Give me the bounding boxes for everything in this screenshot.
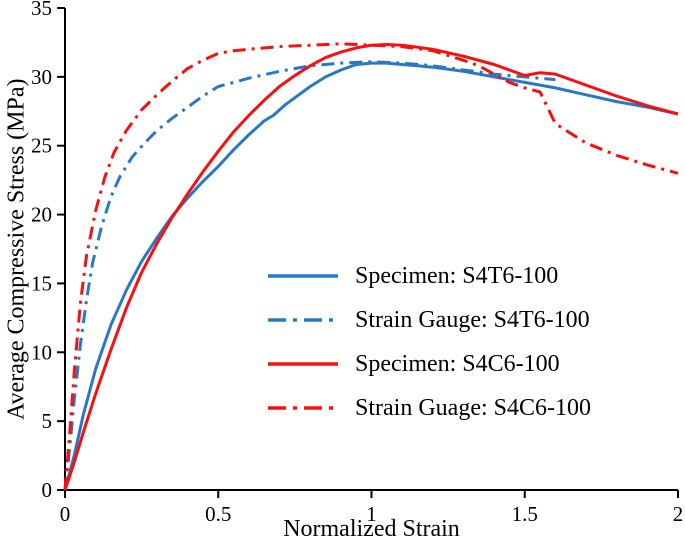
y-tick-label: 10: [31, 340, 52, 364]
legend-line-sample: [268, 274, 338, 278]
legend-item-3: Strain Guage: S4C6-100: [268, 386, 591, 430]
legend-label: Strain Guage: S4C6-100: [355, 394, 591, 421]
legend-item-2: Specimen: S4C6-100: [268, 342, 591, 386]
y-tick-label: 20: [31, 203, 52, 227]
x-tick-label: 0: [60, 502, 71, 526]
y-tick-label: 25: [31, 134, 52, 158]
x-axis-title: Normalized Strain: [283, 516, 460, 542]
y-axis-title: Average Compressive Stress (MPa): [3, 78, 30, 420]
legend-item-1: Strain Gauge: S4T6-100: [268, 298, 591, 342]
y-tick-label: 15: [31, 271, 52, 295]
legend-item-0: Specimen: S4T6-100: [268, 254, 591, 298]
x-tick-label: 0.5: [205, 502, 231, 526]
legend-line-sample: [268, 406, 338, 410]
x-tick-label: 2: [673, 502, 684, 526]
legend-label: Specimen: S4T6-100: [355, 262, 559, 289]
x-tick-label: 1: [366, 502, 377, 526]
series-line-0: [63, 61, 679, 491]
legend-label: Strain Gauge: S4T6-100: [355, 306, 590, 333]
legend-label: Specimen: S4C6-100: [355, 350, 560, 377]
y-tick-label: 35: [31, 0, 52, 20]
y-tick-label: 5: [42, 409, 53, 433]
legend-line-sample: [268, 318, 338, 322]
x-tick-label: 1.5: [512, 502, 538, 526]
y-tick-label: 0: [42, 478, 53, 502]
y-tick-label: 30: [31, 65, 52, 89]
legend-line-sample: [268, 362, 338, 366]
series-line-2: [63, 43, 679, 491]
series-line-1: [63, 60, 556, 491]
series-line-3: [63, 42, 679, 491]
legend: Specimen: S4T6-100 Strain Gauge: S4T6-100…: [268, 254, 591, 430]
